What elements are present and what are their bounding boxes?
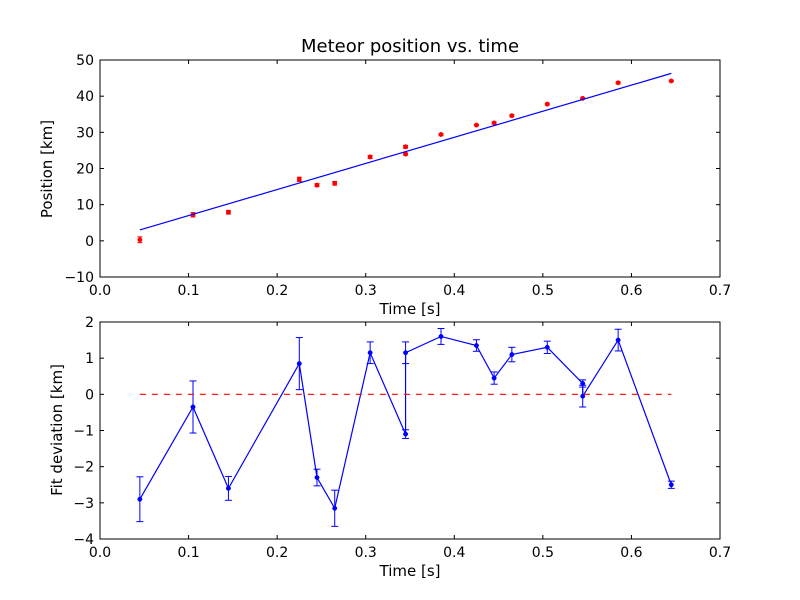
data-point (314, 182, 320, 188)
data-point (137, 237, 143, 243)
data-point (491, 375, 497, 381)
data-point (296, 176, 302, 182)
data-point (438, 334, 444, 339)
data-point (438, 132, 444, 137)
y-tick-label: −10 (64, 270, 94, 286)
y-tick-label: 20 (76, 162, 94, 178)
data-point (491, 120, 497, 126)
y-tick-label: 30 (76, 125, 94, 141)
data-point (332, 180, 338, 186)
data-point (332, 505, 338, 511)
x-tick-label: 0.7 (709, 545, 731, 561)
x-tick-label: 0.0 (89, 545, 111, 561)
data-point (615, 80, 621, 86)
y-tick-label: 10 (76, 198, 94, 214)
y-tick-label: 40 (76, 89, 94, 105)
y-axis-label: Fit deviation [km] (48, 364, 66, 496)
data-point (544, 344, 550, 350)
data-point (225, 209, 231, 215)
x-axis-label: Time [s] (379, 562, 441, 580)
y-tick-label: −4 (73, 532, 94, 548)
data-point (509, 352, 515, 357)
data-point (615, 337, 621, 343)
data-point (668, 482, 674, 488)
y-tick-label: −1 (73, 424, 94, 440)
data-point (544, 101, 550, 107)
y-tick-label: 0 (85, 387, 94, 403)
y-tick-label: −2 (73, 460, 94, 476)
data-point (367, 350, 373, 356)
data-point (137, 496, 143, 502)
x-tick-label: 0.1 (177, 283, 199, 299)
x-tick-label: 0.1 (177, 545, 199, 561)
data-point (668, 78, 674, 84)
y-tick-label: 2 (85, 315, 94, 331)
y-tick-label: 1 (85, 351, 94, 367)
data-point (580, 393, 586, 399)
x-tick-label: 0.2 (266, 283, 288, 299)
position-plot-area: 0.0 0.1 0.2 0.3 0.4 0.5 0.6 0.7 −10 0 10 20 30 40 50 (64, 53, 731, 299)
data-point (190, 404, 196, 410)
y-tick-label: 0 (85, 234, 94, 250)
y-tick-label: −3 (73, 496, 94, 512)
data-point (403, 431, 409, 437)
y-axis-label: Position [km] (38, 120, 56, 218)
x-tick-label: 0.2 (266, 545, 288, 561)
data-point (473, 122, 479, 128)
data-point (403, 350, 409, 356)
data-point (314, 475, 320, 480)
y-tick-label: 50 (76, 53, 94, 69)
deviation-subplot: Time [s] Fit deviation [km] 0.0 0.1 0.2 0.3… (48, 315, 731, 580)
position-subplot: Meteor position vs. time Time [s] Positi… (38, 36, 731, 318)
chart-title: Meteor position vs. time (301, 36, 519, 57)
data-point (473, 343, 479, 348)
data-point (509, 113, 515, 119)
x-tick-label: 0.4 (443, 283, 465, 299)
x-tick-label: 0.6 (620, 545, 642, 561)
fit-line (139, 72, 672, 231)
deviation-plot-area: 0.0 0.1 0.2 0.3 0.4 0.5 0.6 0.7 −4 −3 −2 −1 0 1 2 (73, 315, 731, 561)
x-tick-label: 0.4 (443, 545, 465, 561)
data-point (296, 361, 302, 367)
data-point (225, 485, 231, 491)
x-tick-label: 0.5 (532, 545, 554, 561)
data-point (367, 154, 373, 160)
x-axis-label: Time [s] (379, 300, 441, 318)
x-tick-label: 0.6 (620, 283, 642, 299)
x-tick-label: 0.3 (355, 283, 377, 299)
x-tick-label: 0.5 (532, 283, 554, 299)
x-tick-label: 0.3 (355, 545, 377, 561)
x-tick-label: 0.0 (89, 283, 111, 299)
x-tick-label: 0.7 (709, 283, 731, 299)
data-point (403, 144, 409, 150)
